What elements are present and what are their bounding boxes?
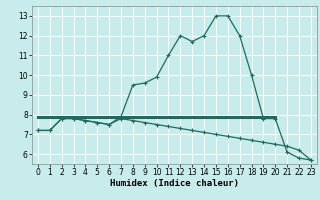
X-axis label: Humidex (Indice chaleur): Humidex (Indice chaleur) xyxy=(110,179,239,188)
